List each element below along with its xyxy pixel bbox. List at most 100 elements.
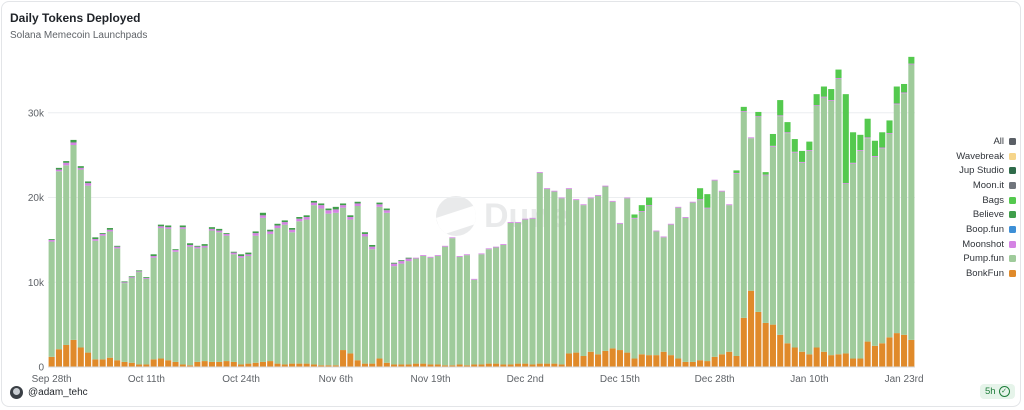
bar-segment-moonshot <box>194 246 201 249</box>
bar-segment-bonkfun <box>179 364 186 367</box>
bar-segment-pump-fun <box>420 255 427 364</box>
legend-swatch <box>1009 167 1016 175</box>
bar-segment-bonkfun <box>325 365 332 367</box>
legend-label: Jup Studio <box>959 165 1004 177</box>
legend-item-moon-it[interactable]: Moon.it <box>930 178 1016 193</box>
bar-segment-bonkfun <box>689 361 696 367</box>
bar-segment-believe <box>259 212 266 216</box>
bar-segment-believe <box>405 257 412 259</box>
bar-segment-moonshot <box>405 258 412 262</box>
bar-segment-bags <box>879 132 886 148</box>
bar-segment-moonshot <box>172 250 179 252</box>
bar-segment-moonshot <box>310 202 317 206</box>
bar-segment-pump-fun <box>573 200 580 353</box>
legend-item-bags[interactable]: Bags <box>930 193 1016 208</box>
legend-swatch <box>1009 240 1016 248</box>
bar-segment-pump-fun <box>187 246 194 366</box>
bar-segment-pump-fun <box>289 232 296 364</box>
bar-segment-pump-fun <box>544 189 551 364</box>
bar-segment-bonkfun <box>114 360 121 367</box>
bar-segment-bonkfun <box>813 347 820 367</box>
bar-segment-bonkfun <box>85 352 92 367</box>
bar-segment-pump-fun <box>456 256 463 365</box>
bar-segment-pump-fun <box>580 205 587 356</box>
legend-item-jup-studio[interactable]: Jup Studio <box>930 163 1016 178</box>
bar-segment-bonkfun <box>267 361 274 367</box>
bar-segment-bonkfun <box>187 365 194 367</box>
bar-segment-bonkfun <box>762 322 769 367</box>
bar-segment-pump-fun <box>871 156 878 346</box>
bar-segment-bonkfun <box>901 334 908 367</box>
bar-segment-bonkfun <box>259 361 266 367</box>
bar-segment-pump-fun <box>303 219 310 364</box>
bar-segment-moonshot <box>92 239 99 241</box>
legend-item-moonshot[interactable]: Moonshot <box>930 237 1016 252</box>
bar-segment-bonkfun <box>740 317 747 367</box>
bar-segment-moonshot <box>48 239 55 242</box>
bar-segment-pump-fun <box>595 195 602 355</box>
bar-segment-pump-fun <box>893 104 900 334</box>
bar-segment-bonkfun <box>398 364 405 367</box>
bar-segment-moonshot <box>573 199 580 201</box>
bar-segment-moonshot <box>376 204 383 207</box>
bar-segment-pump-fun <box>77 169 84 348</box>
bar-segment-moonshot <box>544 188 551 190</box>
bar-segment-bonkfun <box>92 359 99 367</box>
bar-segment-believe <box>48 239 55 240</box>
bar-segment-pump-fun <box>63 165 70 345</box>
bar-segment-bonkfun <box>303 363 310 367</box>
author-info[interactable]: @adam_tehc <box>10 386 88 399</box>
bar-segment-bonkfun <box>55 349 62 367</box>
bar-segment-pump-fun <box>259 217 266 362</box>
bar-segment-believe <box>63 161 70 163</box>
bar-segment-bonkfun <box>354 360 361 367</box>
bar-segment-pump-fun <box>281 224 288 365</box>
bar-segment-believe <box>143 277 150 279</box>
legend-item-all[interactable]: All <box>930 134 1016 149</box>
bar-segment-moonshot <box>565 188 572 190</box>
bar-segment-pump-fun <box>711 180 718 357</box>
bar-segment-moonshot <box>434 255 441 256</box>
legend-item-believe[interactable]: Believe <box>930 207 1016 222</box>
bar-segment-moonshot <box>806 150 813 151</box>
bar-segment-moonshot <box>267 231 274 234</box>
bar-segment-pump-fun <box>500 244 507 365</box>
bar-segment-moonshot <box>864 137 871 139</box>
legend-item-wavebreak[interactable]: Wavebreak <box>930 149 1016 164</box>
bar-segment-pump-fun <box>653 231 660 356</box>
bar-segment-pump-fun <box>908 64 915 340</box>
bar-segment-bonkfun <box>718 354 725 367</box>
bar-segment-moonshot <box>106 229 113 232</box>
bar-segment-moonshot <box>303 217 310 220</box>
bar-segment-bonkfun <box>493 363 500 367</box>
bar-segment-pump-fun <box>252 235 259 363</box>
legend-item-bonkfun[interactable]: BonkFun <box>930 266 1016 281</box>
y-tick-label: 0 <box>38 363 44 374</box>
bar-segment-moonshot <box>828 100 835 101</box>
bar-segment-bonkfun <box>777 334 784 367</box>
bar-segment-moonshot <box>507 222 514 223</box>
bar-segment-believe <box>165 225 172 228</box>
bar-segment-pump-fun <box>820 97 827 352</box>
bar-segment-pump-fun <box>755 117 762 312</box>
bar-segment-moonshot <box>493 246 500 248</box>
bar-segment-pump-fun <box>434 255 441 365</box>
bar-segment-bonkfun <box>99 359 106 367</box>
bar-segment-pump-fun <box>332 212 339 366</box>
bar-segment-bags <box>842 94 849 184</box>
bar-segment-believe <box>208 227 215 229</box>
bar-segment-pump-fun <box>412 258 419 364</box>
legend-item-boop-fun[interactable]: Boop.fun <box>930 222 1016 237</box>
bar-segment-bonkfun <box>106 357 113 367</box>
legend-item-pump-fun[interactable]: Pump.fun <box>930 252 1016 267</box>
bar-segment-pump-fun <box>646 206 653 356</box>
refresh-status-badge[interactable]: 5h ✓ <box>980 384 1015 399</box>
bar-segment-moonshot <box>150 255 157 258</box>
legend-label: BonkFun <box>965 268 1004 280</box>
bar-segment-pump-fun <box>128 278 135 363</box>
bar-segment-pump-fun <box>733 173 740 356</box>
bar-segment-bonkfun <box>208 361 215 367</box>
bar-segment-moonshot <box>901 92 908 94</box>
bar-segment-moonshot <box>442 245 449 247</box>
bar-segment-moonshot <box>820 96 827 98</box>
